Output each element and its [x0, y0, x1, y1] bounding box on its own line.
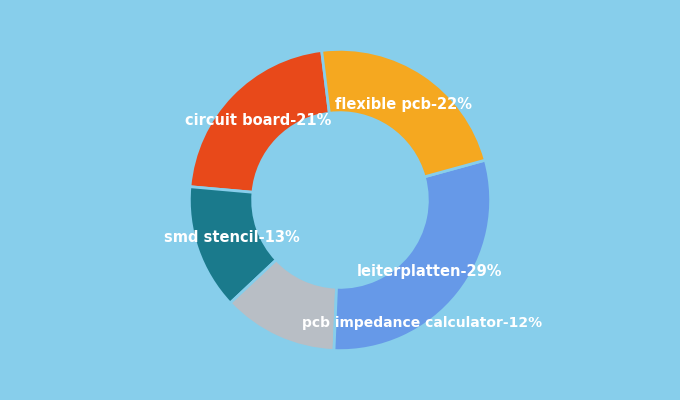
Wedge shape	[334, 160, 491, 351]
Text: smd stencil-13%: smd stencil-13%	[164, 230, 300, 245]
Text: circuit board-21%: circuit board-21%	[184, 113, 331, 128]
Wedge shape	[190, 50, 329, 192]
Text: pcb impedance calculator-12%: pcb impedance calculator-12%	[302, 316, 542, 330]
Text: leiterplatten-29%: leiterplatten-29%	[357, 264, 503, 279]
Text: flexible pcb-22%: flexible pcb-22%	[335, 97, 472, 112]
Wedge shape	[322, 49, 486, 177]
Wedge shape	[189, 187, 276, 303]
Wedge shape	[230, 260, 337, 350]
